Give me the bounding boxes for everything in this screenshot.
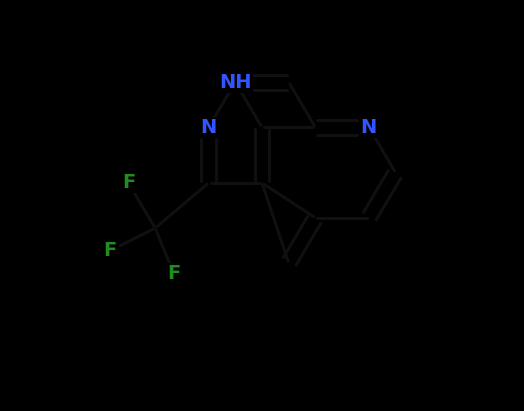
Text: F: F — [103, 241, 116, 260]
Text: N: N — [361, 118, 377, 137]
Text: N: N — [201, 118, 217, 137]
Text: F: F — [122, 173, 135, 192]
Text: F: F — [167, 264, 180, 283]
Text: NH: NH — [219, 73, 252, 92]
